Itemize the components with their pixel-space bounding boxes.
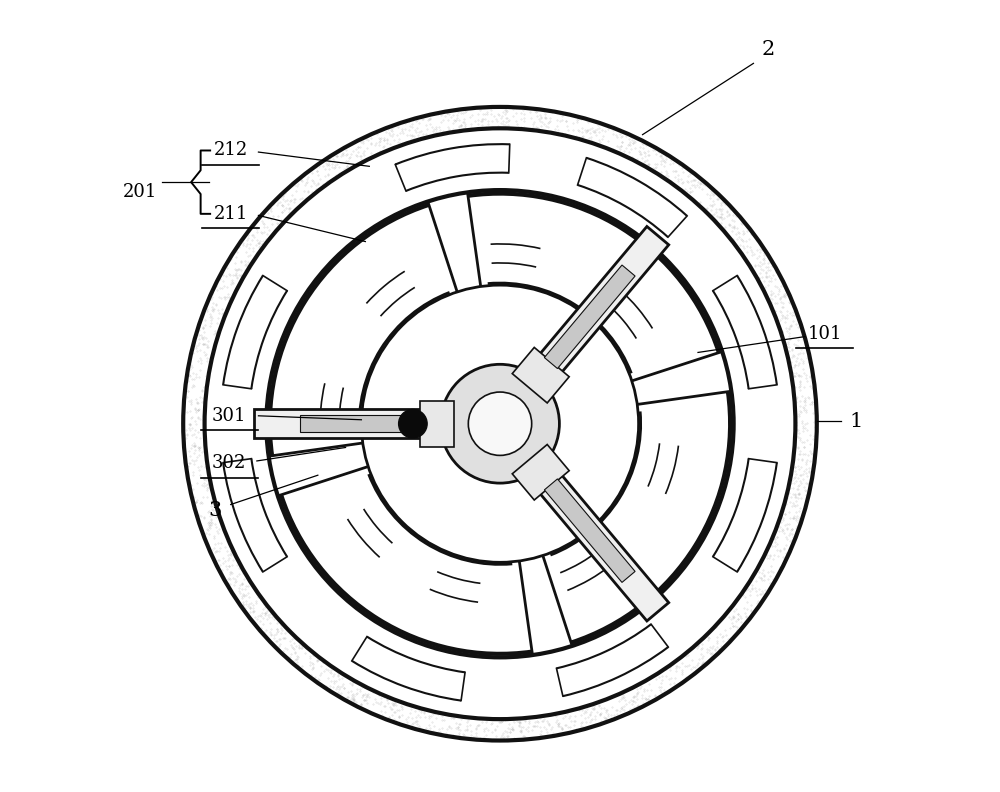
Polygon shape [420,401,454,447]
Text: 2: 2 [761,40,774,59]
Polygon shape [512,444,569,500]
Text: 212: 212 [214,142,248,159]
Polygon shape [530,227,669,384]
Polygon shape [254,409,437,438]
Text: 211: 211 [214,205,248,223]
Text: 1: 1 [850,412,863,431]
Polygon shape [530,463,669,621]
Text: 301: 301 [212,407,246,425]
Circle shape [399,409,427,438]
Circle shape [205,128,795,719]
Polygon shape [512,348,569,403]
Polygon shape [544,265,635,368]
Polygon shape [300,415,421,432]
Circle shape [361,285,639,562]
Circle shape [468,392,532,455]
Text: 3: 3 [208,501,222,520]
Text: 101: 101 [807,326,842,343]
Text: 201: 201 [122,183,157,200]
Circle shape [441,364,559,483]
Text: 302: 302 [212,455,246,472]
Polygon shape [544,479,635,582]
